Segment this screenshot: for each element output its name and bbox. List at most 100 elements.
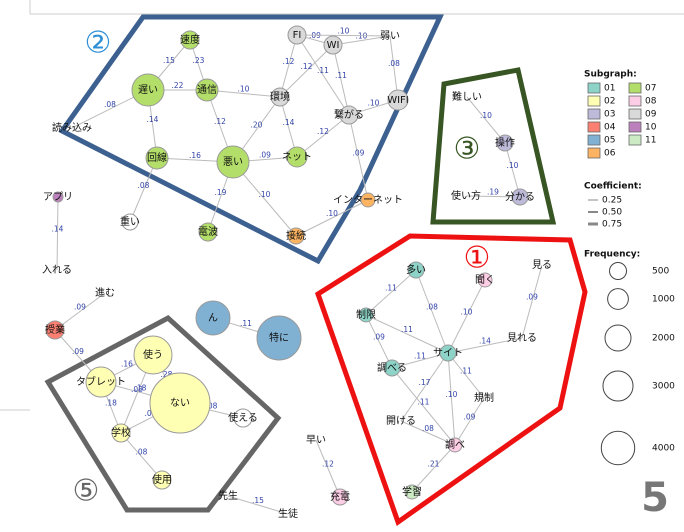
edge-weight: .18 (105, 399, 117, 408)
node-label: WIFI (387, 95, 409, 106)
legend-label: 0.25 (602, 196, 622, 206)
node-label: アプリ (43, 191, 73, 203)
edge-weight: .11 (401, 325, 413, 334)
node-label: 速度 (180, 33, 200, 46)
node (358, 307, 374, 323)
legend-size (607, 288, 629, 310)
edge-weight: .12 (283, 57, 295, 66)
legend-size (602, 370, 634, 402)
node-label: 使用 (152, 473, 172, 486)
edge-weight: .14 (479, 337, 491, 346)
edge (365, 314, 393, 369)
node-label: 電波 (198, 225, 218, 238)
node (180, 30, 200, 50)
edge (206, 89, 281, 98)
node-label: ん (208, 312, 218, 324)
legend-size (609, 262, 627, 280)
node-label: 分かる (505, 191, 535, 203)
legend-label: 01 (604, 84, 615, 94)
edge (521, 264, 543, 339)
node (133, 335, 173, 375)
edge (296, 114, 350, 158)
edge-weight: .11 (460, 367, 472, 376)
edge-weight: .14 (147, 115, 159, 124)
edge (129, 157, 158, 223)
node (323, 35, 343, 55)
region-3 (430, 67, 557, 225)
node (45, 320, 65, 340)
node-label: FI (293, 30, 302, 41)
edge-weight: .09 (74, 303, 86, 312)
node (149, 372, 211, 434)
edge-weight: .08 (388, 59, 400, 68)
node (407, 261, 425, 279)
node-label: 操作 (495, 136, 515, 149)
edge-weight: .09 (373, 333, 385, 342)
legend-label: 11 (645, 136, 656, 146)
node (286, 146, 308, 168)
node-label: 悪い (223, 156, 243, 168)
node-label: 難しい (452, 90, 482, 103)
node (121, 213, 139, 231)
node-label: ネット (282, 151, 312, 163)
edge-weight: .17 (419, 378, 431, 387)
legend-label: 09 (645, 110, 657, 120)
node (331, 488, 349, 506)
node (270, 87, 290, 107)
legend-label: 03 (604, 110, 615, 120)
edge (54, 292, 106, 331)
edge-weight: .11 (385, 284, 397, 293)
node-label: 生徒 (278, 507, 298, 520)
node (152, 470, 172, 490)
edge-weight: .08 (138, 181, 150, 190)
edge-weight: .12 (322, 460, 334, 469)
legend-label: 04 (604, 123, 616, 133)
region-2 (58, 14, 444, 265)
edge-weight: .08 (131, 385, 143, 394)
edge (56, 196, 59, 271)
legend-size (600, 430, 636, 466)
node (404, 484, 420, 500)
edge (389, 35, 399, 101)
node-label: 開ける (386, 415, 416, 427)
node (360, 192, 376, 208)
node (511, 188, 529, 206)
legend-label: 4000 (652, 444, 675, 454)
edge (391, 367, 456, 446)
legend-swatch (628, 108, 642, 120)
corner-number: 5 (641, 475, 669, 521)
edge-weight: .10 (461, 308, 473, 317)
node-label: 規制 (474, 391, 494, 404)
edge-weight: .10 (326, 209, 338, 218)
edge (454, 397, 485, 446)
legend-swatch (587, 108, 601, 120)
node-label: 学校 (111, 426, 131, 439)
node-label: 早い (306, 434, 326, 446)
edge-weight: .12 (317, 127, 329, 136)
node-label: 通信 (197, 84, 217, 96)
legend-swatch (587, 134, 601, 146)
node-label: 弱い (380, 30, 400, 42)
edge-weight: .10 (446, 390, 458, 399)
edge-weight: .19 (215, 188, 227, 197)
edge (348, 114, 369, 201)
region-label: ⑤ (73, 474, 100, 509)
node (447, 437, 463, 453)
node-label: 使う (143, 348, 163, 361)
node-label: 環境 (270, 90, 290, 103)
node-label: 特に (269, 332, 289, 344)
edge-weight: .16 (189, 151, 201, 160)
edge-weight: .15 (252, 496, 264, 505)
node-label: WI (327, 40, 340, 51)
node (496, 134, 514, 152)
node-label: タブレット (76, 375, 126, 388)
edge (447, 337, 523, 354)
edge-weight: .11 (335, 71, 347, 80)
node (339, 105, 359, 125)
node-label: 読み込み (52, 121, 92, 134)
legend-label: 10 (645, 123, 657, 133)
node-label: 先生 (218, 489, 238, 502)
edge (466, 96, 506, 144)
